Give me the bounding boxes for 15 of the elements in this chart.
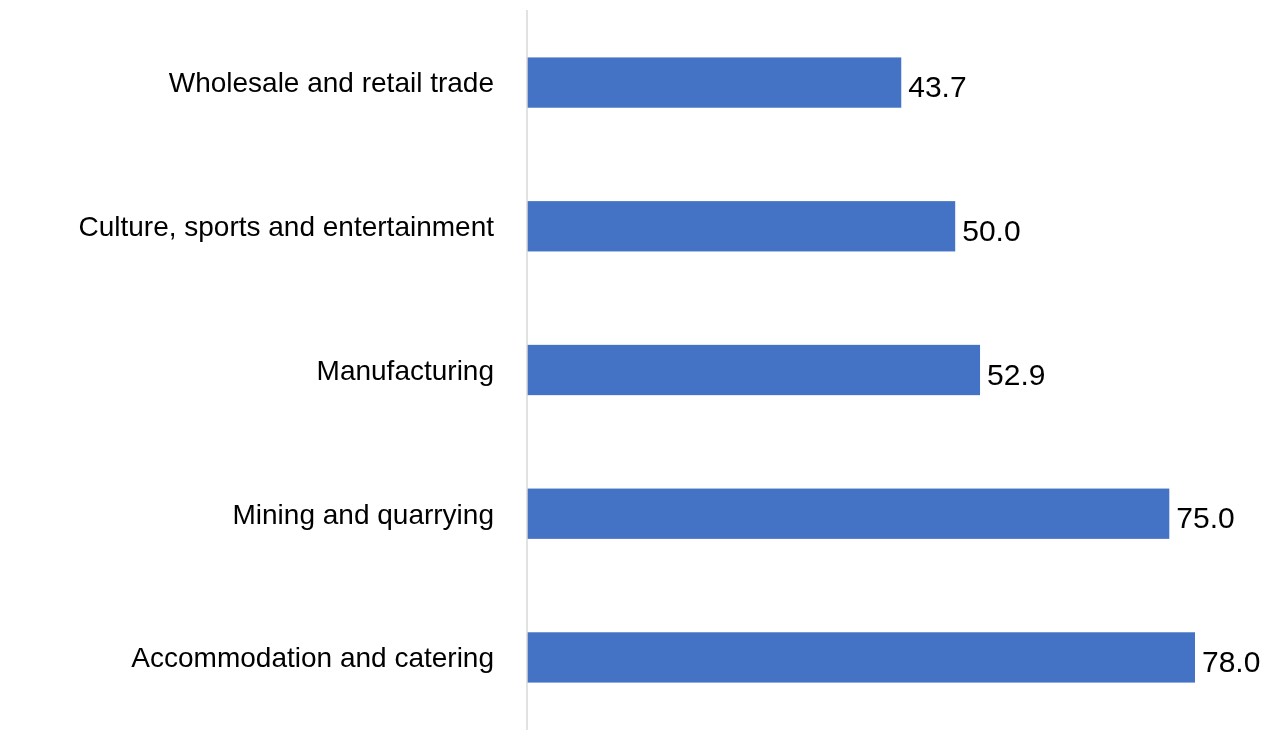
bar [527,57,902,108]
data-label: 43.7 [908,70,967,104]
data-label: 52.9 [987,357,1046,391]
y-tick-label: Manufacturing [316,354,494,386]
data-label: 75.0 [1176,501,1235,535]
bar [527,344,981,396]
data-label: 50.0 [962,213,1021,247]
y-tick-label: Accommodation and catering [131,642,494,674]
bar [527,201,956,252]
bar [527,632,1195,683]
y-tick-label: Mining and quarrying [232,498,494,530]
bar [527,488,1170,539]
y-tick-label: Culture, sports and entertainment [78,211,495,243]
data-label: 78.0 [1202,644,1261,678]
y-tick-label: Wholesale and retail trade [168,67,494,99]
